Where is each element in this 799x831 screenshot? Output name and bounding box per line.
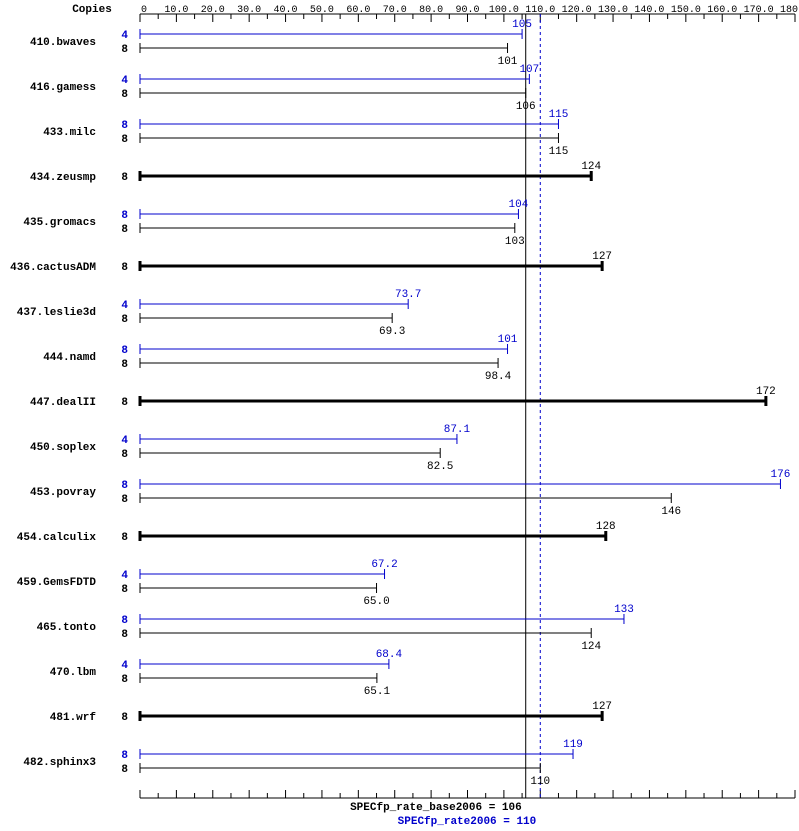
copies-heading: Copies <box>72 4 112 16</box>
value-label-base: 103 <box>505 236 525 248</box>
benchmark-label: 454.calculix <box>17 532 97 544</box>
copies-label-peak: 8 <box>121 210 128 222</box>
benchmark-label: 434.zeusmp <box>30 172 96 184</box>
benchmark-label: 435.gromacs <box>23 217 96 229</box>
value-label-peak: 68.4 <box>376 649 403 661</box>
copies-label-base: 8 <box>121 764 128 776</box>
x-tick-label: 10.0 <box>164 5 188 16</box>
copies-label-peak: 4 <box>121 75 128 87</box>
copies-label-base: 8 <box>121 629 128 641</box>
copies-label-base: 8 <box>121 89 128 101</box>
value-label-base: 115 <box>549 146 569 158</box>
copies-label-peak: 8 <box>121 480 128 492</box>
copies-label-base: 8 <box>121 494 128 506</box>
value-label-base: 65.0 <box>363 596 389 608</box>
copies-label-base: 8 <box>121 44 128 56</box>
value-label-base: 69.3 <box>379 326 405 338</box>
copies-label-base: 8 <box>121 584 128 596</box>
benchmark-label: 450.soplex <box>30 442 96 454</box>
benchmark-label: 453.povray <box>30 487 96 499</box>
value-label-peak: 176 <box>771 469 791 481</box>
value-label-peak: 133 <box>614 604 634 616</box>
x-tick-label: 0 <box>141 5 147 16</box>
copies-label-peak: 8 <box>121 615 128 627</box>
x-tick-label: 80.0 <box>419 5 443 16</box>
benchmark-label: 470.lbm <box>50 667 97 679</box>
value-label-peak: 73.7 <box>395 289 421 301</box>
x-tick-label: 20.0 <box>201 5 225 16</box>
benchmark-label: 482.sphinx3 <box>23 757 96 769</box>
copies-label-peak: 8 <box>121 345 128 357</box>
benchmark-label: 410.bwaves <box>30 37 96 49</box>
value-label-base: 124 <box>581 641 601 653</box>
x-tick-label: 160.0 <box>707 5 737 16</box>
value-label-peak: 107 <box>519 64 539 76</box>
benchmark-label: 481.wrf <box>50 712 97 724</box>
reference-label-peak: SPECfp_rate2006 = 110 <box>398 816 537 828</box>
value-label-base: 65.1 <box>364 686 391 698</box>
x-tick-label: 120.0 <box>562 5 592 16</box>
benchmark-label: 459.GemsFDTD <box>17 577 97 589</box>
copies-label: 8 <box>121 532 128 544</box>
copies-label-peak: 8 <box>121 750 128 762</box>
copies-label-peak: 4 <box>121 30 128 42</box>
value-label-peak: 119 <box>563 739 583 751</box>
copies-label-base: 8 <box>121 449 128 461</box>
value-label-peak: 67.2 <box>371 559 397 571</box>
value-label-base: 146 <box>661 506 681 518</box>
x-tick-label: 180.0 <box>780 5 799 16</box>
x-tick-label: 40.0 <box>274 5 298 16</box>
value-label-base: 101 <box>498 56 518 68</box>
x-tick-label: 60.0 <box>346 5 370 16</box>
benchmark-label: 416.gamess <box>30 82 96 94</box>
value-label-base: 98.4 <box>485 371 512 383</box>
value-label-peak: 87.1 <box>444 424 471 436</box>
x-tick-label: 70.0 <box>383 5 407 16</box>
value-label: 172 <box>756 386 776 398</box>
value-label: 127 <box>592 701 612 713</box>
value-label: 128 <box>596 521 616 533</box>
value-label-peak: 101 <box>498 334 518 346</box>
copies-label-base: 8 <box>121 314 128 326</box>
copies-label-peak: 4 <box>121 300 128 312</box>
x-tick-label: 50.0 <box>310 5 334 16</box>
value-label-base: 106 <box>516 101 536 113</box>
x-tick-label: 100.0 <box>489 5 519 16</box>
value-label-peak: 115 <box>549 109 569 121</box>
copies-label-peak: 4 <box>121 435 128 447</box>
x-tick-label: 30.0 <box>237 5 261 16</box>
copies-label-peak: 4 <box>121 660 128 672</box>
value-label: 127 <box>592 251 612 263</box>
copies-label-base: 8 <box>121 359 128 371</box>
copies-label-base: 8 <box>121 674 128 686</box>
copies-label: 8 <box>121 262 128 274</box>
value-label-base: 110 <box>530 776 550 788</box>
copies-label-base: 8 <box>121 134 128 146</box>
value-label: 124 <box>581 161 601 173</box>
value-label-base: 82.5 <box>427 461 453 473</box>
copies-label: 8 <box>121 397 128 409</box>
benchmark-label: 444.namd <box>43 352 96 364</box>
x-tick-label: 140.0 <box>634 5 664 16</box>
benchmark-label: 436.cactusADM <box>10 262 96 274</box>
benchmark-label: 433.milc <box>43 127 96 139</box>
x-tick-label: 130.0 <box>598 5 628 16</box>
spec-rate-chart: 0 10.0 20.0 30.0 40.0 50.0 60.0 70.0 80.0 90.0 100… <box>0 0 799 831</box>
value-label-peak: 105 <box>512 19 532 31</box>
copies-label-base: 8 <box>121 224 128 236</box>
benchmark-label: 465.tonto <box>37 622 97 634</box>
copies-label-peak: 4 <box>121 570 128 582</box>
copies-label-peak: 8 <box>121 120 128 132</box>
benchmark-label: 437.leslie3d <box>17 307 96 319</box>
reference-label-base: SPECfp_rate_base2006 = 106 <box>350 802 522 814</box>
x-tick-label: 170.0 <box>744 5 774 16</box>
copies-label: 8 <box>121 172 128 184</box>
benchmark-label: 447.dealII <box>30 397 96 409</box>
copies-label: 8 <box>121 712 128 724</box>
x-tick-label: 150.0 <box>671 5 701 16</box>
value-label-peak: 104 <box>509 199 529 211</box>
x-tick-label: 90.0 <box>455 5 479 16</box>
